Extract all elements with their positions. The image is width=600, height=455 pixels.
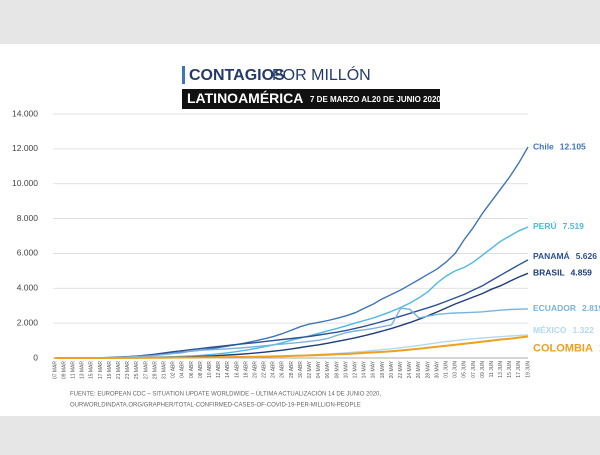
x-tick-label: 06 MAY (325, 360, 331, 378)
x-tick-label: 15 JUN (507, 361, 513, 378)
end-value-label: 5.626 (576, 251, 598, 261)
title-accent (182, 66, 185, 84)
x-tick-label: 17 JUN (516, 361, 522, 378)
x-tick-label: 09 MAR (61, 361, 67, 379)
x-tick-label: 25 MAR (134, 361, 140, 379)
x-tick-label: 19 JUN (525, 361, 531, 378)
legend-label: Chile (533, 141, 554, 151)
source-url: OURWORLDINDATA.ORG/GRAPHER/TOTAL-CONFIRM… (70, 403, 361, 409)
x-tick-label: 11 JUN (489, 361, 495, 378)
x-tick-label: 18 MAY (380, 360, 386, 378)
x-tick-label: 19 MAR (107, 361, 113, 379)
end-value-label: 1.322 (573, 325, 595, 335)
x-tick-label: 28 MAY (425, 360, 431, 378)
x-tick-label: 07 MAR (52, 361, 58, 379)
top-band (0, 0, 600, 44)
legend-label: BRASIL (533, 268, 565, 278)
title-bold: CONTAGIOS (189, 67, 285, 84)
y-tick-label: 14.000 (12, 108, 38, 118)
x-tick-label: 26 ABR (280, 361, 286, 378)
y-tick-label: 8.000 (17, 213, 39, 223)
x-tick-label: 04 MAY (316, 360, 322, 378)
x-tick-label: 29 MAR (152, 361, 158, 379)
x-tick-label: 21 MAR (116, 361, 122, 379)
x-tick-label: 02 ABR (171, 361, 177, 378)
x-tick-label: 09 JUN (480, 361, 486, 378)
end-value-label: 4.859 (571, 268, 593, 278)
x-tick-label: 31 MAR (161, 361, 167, 379)
end-value-label: 2.819 (582, 303, 600, 313)
x-tick-label: 20 ABR (252, 361, 258, 378)
x-tick-label: 10 MAY (343, 360, 349, 378)
x-tick-label: 15 MAR (89, 361, 95, 379)
series-line (55, 307, 529, 359)
end-value-label: 12.105 (560, 141, 586, 151)
x-tick-label: 28 ABR (289, 361, 295, 378)
x-tick-label: 08 ABR (198, 361, 204, 378)
subtitle-box (182, 89, 440, 109)
x-tick-label: 12 MAY (353, 360, 359, 378)
subtitle-rest: 7 DE MARZO AL20 DE JUNIO 2020 (310, 95, 441, 104)
x-tick-label: 03 JUN (453, 361, 459, 378)
end-value-label: 7.519 (563, 221, 585, 231)
title-rest: POR MILLÓN (272, 65, 371, 84)
y-tick-label: 6.000 (17, 248, 39, 258)
y-tick-label: 4.000 (17, 283, 39, 293)
x-tick-label: 30 MAY (434, 360, 440, 378)
x-tick-label: 16 ABR (234, 361, 240, 378)
legend-label: COLOMBIA (533, 342, 593, 354)
x-tick-label: 01 JUN (443, 361, 449, 378)
x-tick-label: 22 MAY (398, 360, 404, 378)
x-tick-label: 24 ABR (271, 361, 277, 378)
y-tick-label: 10.000 (12, 178, 38, 188)
legend-label: MÉXICO (533, 325, 567, 335)
x-tick-label: 02 MAY (307, 360, 313, 378)
x-tick-label: 18 ABR (243, 361, 249, 378)
legend-label: PERÚ (533, 220, 557, 231)
x-tick-label: 07 JUN (471, 361, 477, 378)
x-tick-label: 13 MAR (80, 361, 86, 379)
end-value-label: 1.2 (599, 342, 600, 354)
source: FUENTE: EUROPEAN CDC – SITUATION UPDATE … (70, 391, 381, 398)
x-tick-label: 22 ABR (262, 361, 268, 378)
x-tick-label: 30 ABR (298, 361, 304, 378)
legend-label: ECUADOR (533, 303, 576, 313)
x-tick-label: 14 MAY (362, 360, 368, 378)
series-line (55, 146, 529, 359)
x-tick-label: 08 MAY (334, 360, 340, 378)
y-tick-label: 12.000 (12, 143, 38, 153)
x-tick-label: 06 ABR (189, 361, 195, 378)
subtitle-bold: LATINOAMÉRICA (187, 90, 303, 106)
x-tick-label: 10 ABR (207, 361, 213, 378)
x-tick-label: 16 MAY (371, 360, 377, 378)
x-tick-label: 13 JUN (498, 361, 504, 378)
x-tick-label: 12 ABR (216, 361, 222, 378)
x-tick-label: 20 MAY (389, 360, 395, 378)
x-tick-label: 11 MAR (71, 361, 77, 379)
series-line (55, 335, 529, 359)
x-tick-label: 27 MAR (143, 361, 149, 379)
x-tick-label: 04 ABR (180, 361, 186, 378)
x-tick-label: 24 MAY (407, 360, 413, 378)
y-tick-label: 2.000 (17, 317, 39, 327)
bottom-band (0, 416, 600, 455)
x-tick-label: 26 MAY (416, 360, 422, 378)
x-tick-label: 17 MAR (98, 361, 104, 379)
y-tick-label: 0 (33, 352, 38, 362)
x-tick-label: 14 ABR (225, 361, 231, 378)
x-tick-label: 05 JUN (462, 361, 468, 378)
legend-label: PANAMÁ (533, 251, 570, 261)
x-tick-label: 23 MAR (125, 361, 131, 379)
